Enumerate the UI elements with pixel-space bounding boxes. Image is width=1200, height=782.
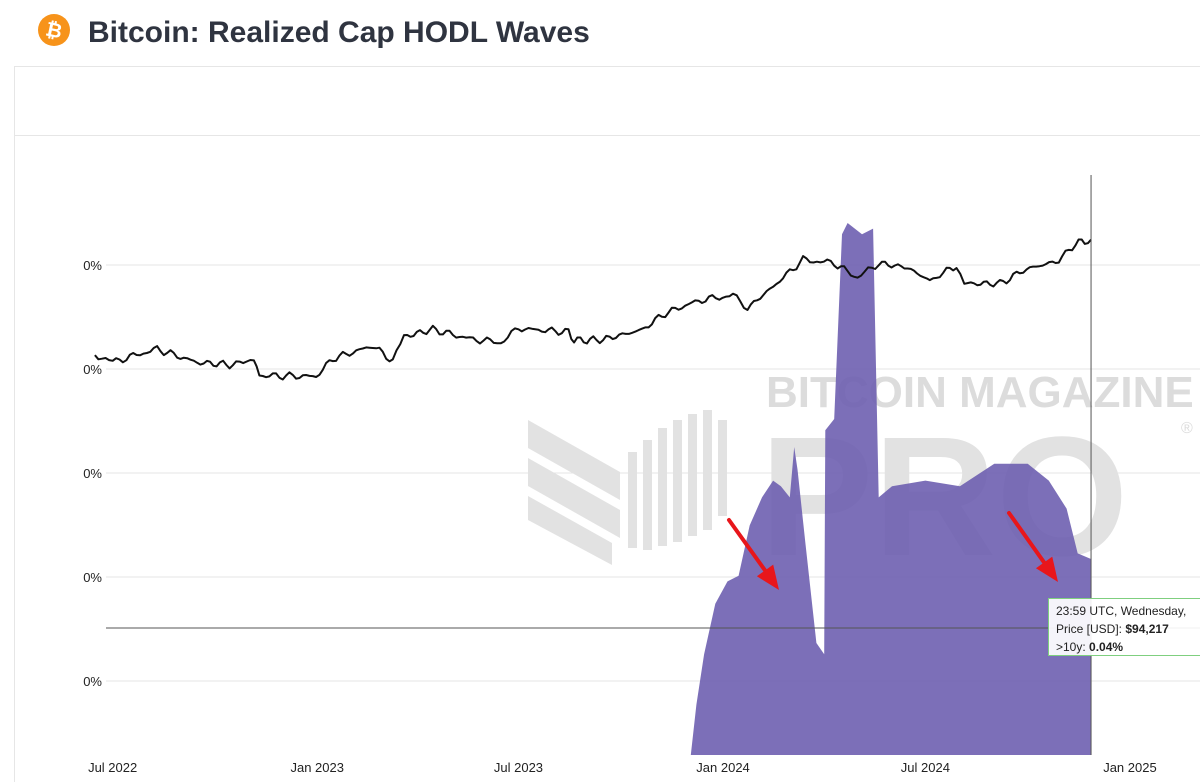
y-axis-tick-labels: 0% 0% 0% 0% 0% (83, 258, 102, 689)
x-tick-label: Jan 2024 (696, 760, 750, 775)
svg-text:₿: ₿ (44, 17, 65, 44)
y-tick-label: 0% (83, 674, 102, 689)
x-axis-tick-labels: Jul 2022 Jan 2023 Jul 2023 Jan 2024 Jul 2024… (88, 760, 1157, 775)
tooltip-series-value: 0.04% (1089, 640, 1124, 654)
x-tick-label: Jan 2025 (1103, 760, 1157, 775)
tooltip-series-label: >10y: (1056, 640, 1086, 654)
watermark-logo-icon (528, 410, 727, 565)
price-line (94, 238, 1092, 381)
watermark-registered-mark: ® (1181, 420, 1193, 437)
series-area-10y[interactable] (690, 223, 1091, 755)
red-arrow (1007, 511, 1058, 582)
tooltip-timestamp: 23:59 UTC, Wednesday, (1056, 604, 1187, 618)
y-tick-label: 0% (83, 570, 102, 585)
x-tick-label: Jul 2023 (494, 760, 543, 775)
y-tick-label: 0% (83, 362, 102, 377)
red-arrow-head (756, 564, 779, 590)
red-arrow (727, 518, 779, 590)
y-tick-label: 0% (83, 466, 102, 481)
series-line-price[interactable] (94, 238, 1092, 381)
chart-toolbar-area (14, 66, 1200, 136)
annotation-arrows (727, 511, 1058, 590)
page-title: Bitcoin: Realized Cap HODL Waves (88, 16, 590, 49)
tooltip-price-row: Price [USD]: $94,217 (1056, 620, 1200, 638)
bitcoin-icon: ₿ (38, 14, 70, 46)
crosshair (106, 175, 1200, 755)
chart-tooltip: 23:59 UTC, Wednesday, Price [USD]: $94,2… (1048, 598, 1200, 656)
x-tick-label: Jul 2022 (88, 760, 137, 775)
tooltip-price-label: Price [USD]: (1056, 622, 1123, 636)
y-tick-label: 0% (83, 258, 102, 273)
red-arrow-shaft (1007, 511, 1047, 565)
area-10y (690, 223, 1091, 755)
tooltip-price-value: $94,217 (1125, 622, 1169, 636)
x-tick-label: Jul 2024 (901, 760, 950, 775)
red-arrow-head (1035, 556, 1058, 582)
page-header: ₿ Bitcoin: Realized Cap HODL Waves (0, 0, 1200, 66)
red-arrow-shaft (727, 518, 768, 573)
page-frame (14, 66, 1200, 782)
x-tick-label: Jan 2023 (290, 760, 344, 775)
tooltip-series-row: >10y: 0.04% (1056, 638, 1200, 655)
